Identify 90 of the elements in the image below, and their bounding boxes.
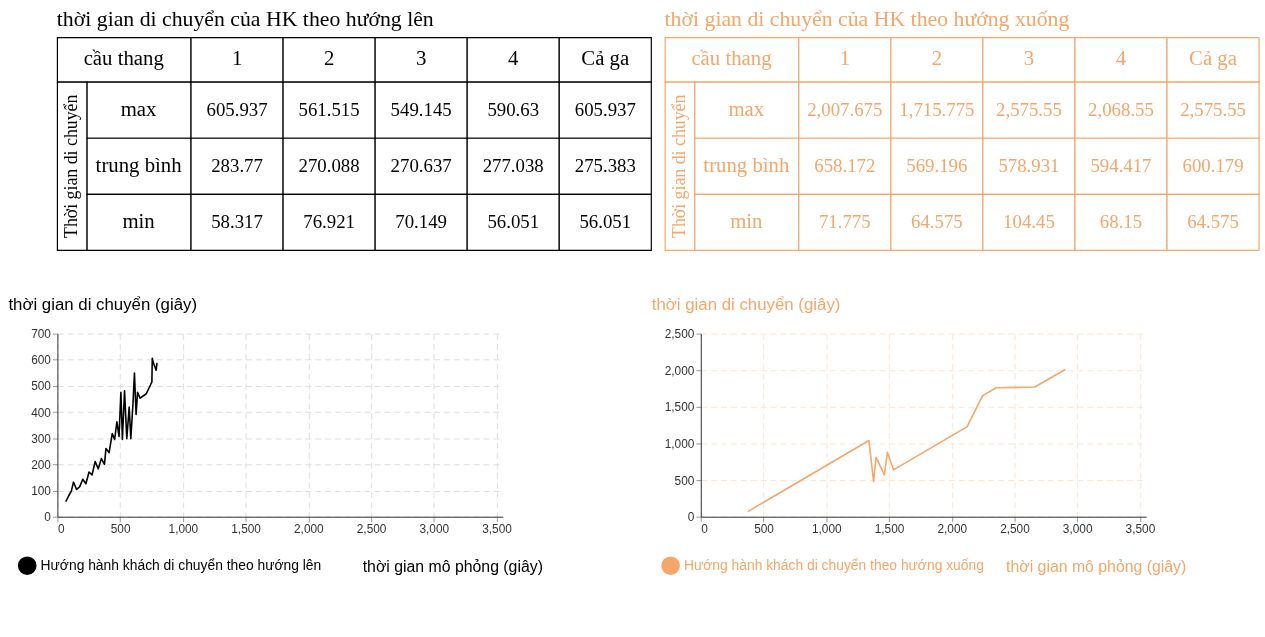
x-tick-label: 1,000: [168, 522, 199, 537]
data-label: 1,715.775: [899, 99, 975, 121]
x-tick-label: 3: [415, 46, 427, 70]
y-tick-label: 600: [31, 353, 52, 368]
data-label: 658.172: [814, 155, 876, 177]
y-axis-title: Thời gian di chuyển: [668, 94, 689, 238]
x-tick-label: 2,500: [356, 522, 387, 537]
y-tick-label: 0: [687, 510, 695, 525]
data-label: 270.088: [298, 155, 360, 177]
x-axis-title: cầu thang: [83, 46, 164, 71]
chart-title: thời gian di chuyển của HK theo hướng lên: [56, 7, 434, 32]
data-label: 68.15: [1099, 211, 1143, 233]
data-label: 569.196: [906, 155, 968, 177]
y-axis-title: thời gian di chuyển (giây): [651, 295, 841, 315]
y-tick-label: max: [120, 97, 158, 121]
y-tick-label: 1,000: [664, 436, 695, 451]
x-tick-label: 2: [323, 46, 335, 70]
data-label: 2,575.55: [996, 99, 1062, 121]
y-axis-title: Thời gian di chuyển: [61, 94, 82, 238]
x-tick-label: 4: [1115, 46, 1127, 70]
x-tick-label: 500: [110, 522, 131, 537]
data-label: 71.775: [818, 211, 871, 233]
x-tick-label: 1: [231, 46, 243, 70]
legend-label: Hướng hành khách di chuyển theo hướng xuống: [683, 556, 984, 573]
legend-label: Hướng hành khách di chuyển theo hướng lên: [40, 556, 322, 573]
line-series: [747, 368, 1067, 513]
data-label: 605.937: [206, 99, 268, 121]
x-tick-label: 2,000: [937, 522, 968, 537]
data-label: 561.515: [298, 99, 360, 121]
y-tick-label: 100: [31, 484, 52, 498]
data-label: 283.77: [211, 155, 263, 177]
y-tick-label: 300: [31, 431, 52, 446]
y-tick-label: 500: [31, 379, 52, 394]
y-tick-label: 0: [44, 510, 52, 525]
data-label: 605.937: [574, 99, 636, 121]
data-label: 275.383: [574, 155, 636, 177]
x-tick-label: 0: [701, 522, 709, 537]
x-axis-title: cầu thang: [691, 46, 772, 71]
x-tick-label: Cả ga: [1189, 46, 1237, 71]
data-label: 104.45: [1003, 211, 1055, 233]
data-label: 594.417: [1090, 155, 1152, 177]
data-label: 2,068.55: [1088, 99, 1154, 121]
y-tick-label: 200: [31, 457, 52, 472]
x-tick-label: 1,500: [874, 522, 905, 537]
data-label: 270.637: [390, 155, 452, 177]
data-label: 600.179: [1182, 155, 1244, 177]
x-tick-label: 2,500: [1000, 522, 1031, 537]
y-tick-label: 500: [674, 473, 695, 488]
data-label: 549.145: [390, 99, 452, 121]
x-tick-label: 1,500: [231, 522, 262, 537]
data-label: 76.921: [303, 211, 355, 233]
x-axis-title: thời gian mô phỏng (giây): [362, 557, 543, 575]
data-label: 2,007.675: [807, 99, 883, 121]
data-label: 70.149: [395, 211, 448, 233]
y-tick-label: max: [728, 97, 765, 121]
data-label: 56.051: [579, 211, 632, 233]
y-axis-title: thời gian di chuyển (giây): [8, 295, 198, 315]
x-tick-label: 3,500: [1125, 522, 1156, 537]
data-label: 64.575: [1187, 211, 1239, 233]
y-tick-label: trung bình: [95, 153, 183, 178]
data-label: 58.317: [211, 211, 263, 233]
data-label: 2,575.55: [1180, 99, 1246, 121]
x-tick-label: 3,000: [419, 522, 450, 537]
x-axis-title: thời gian mô phỏng (giây): [1006, 557, 1187, 575]
data-label: 56.051: [487, 211, 540, 233]
data-label: 578.931: [998, 155, 1060, 177]
x-tick-label: 4: [508, 46, 520, 70]
y-tick-label: 700: [31, 327, 52, 342]
x-tick-label: 2,000: [294, 522, 325, 537]
y-tick-label: min: [730, 209, 764, 233]
x-tick-label: 3: [1023, 46, 1035, 70]
data-label: 590.63: [487, 99, 540, 121]
x-tick-label: Cả ga: [581, 46, 630, 71]
chart-title: thời gian di chuyển của HK theo hướng xuống: [664, 7, 1070, 32]
x-tick-label: 0: [57, 522, 65, 537]
line-series: [65, 357, 158, 503]
y-tick-label: 2,000: [664, 363, 695, 378]
x-tick-label: 500: [754, 522, 775, 537]
y-tick-label: min: [122, 209, 156, 233]
x-tick-label: 1: [839, 46, 851, 70]
data-label: 277.038: [482, 155, 544, 177]
x-tick-label: 3,000: [1062, 522, 1093, 537]
y-tick-label: trung bình: [703, 153, 790, 178]
y-tick-label: 2,500: [664, 327, 695, 342]
data-label: 64.575: [911, 211, 963, 233]
y-tick-label: 1,500: [664, 400, 695, 415]
x-tick-label: 3,500: [482, 522, 513, 537]
y-tick-label: 400: [31, 405, 52, 420]
x-tick-label: 1,000: [811, 522, 842, 537]
x-tick-label: 2: [931, 46, 943, 70]
